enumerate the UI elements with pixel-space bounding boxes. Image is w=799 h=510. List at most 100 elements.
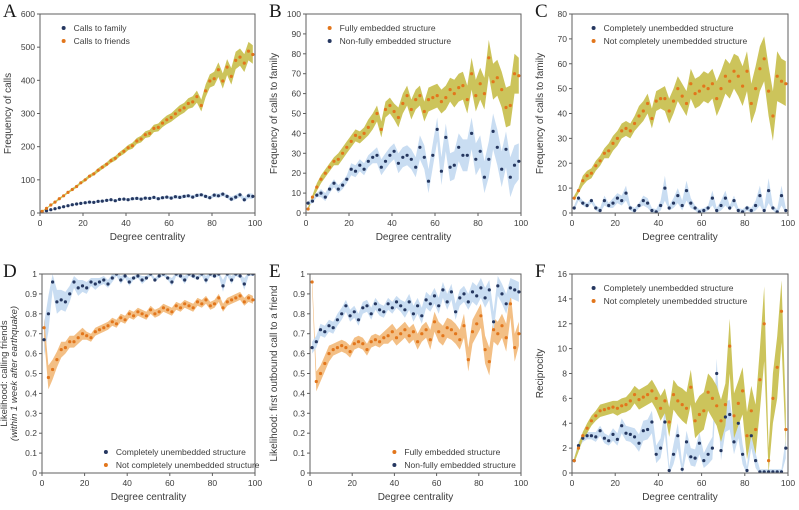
svg-text:100: 100: [514, 478, 528, 488]
svg-text:80: 80: [208, 478, 218, 488]
svg-text:8: 8: [562, 369, 567, 379]
svg-text:0.4: 0.4: [25, 388, 37, 398]
svg-text:60: 60: [697, 218, 707, 228]
svg-text:90: 90: [292, 29, 302, 39]
svg-text:80: 80: [740, 218, 750, 228]
confidence-bands: [574, 280, 786, 473]
x-axis-label: Degree centrality: [376, 232, 452, 243]
svg-text:40: 40: [654, 478, 664, 488]
svg-text:400: 400: [21, 75, 35, 85]
x-axis-label: Degree centrality: [642, 232, 718, 243]
dots-non-fully-embedded-structure: [310, 284, 521, 350]
svg-text:40: 40: [387, 218, 397, 228]
svg-text:60: 60: [165, 478, 175, 488]
svg-text:20: 20: [78, 218, 88, 228]
svg-text:60: 60: [697, 478, 707, 488]
legend-marker-completely-unembedded-structure: [591, 286, 596, 290]
legend-marker-not-completely-unembedded-structure: [591, 299, 596, 303]
legend-label-completely-unembedded-structure: Completely unembedded structure: [604, 283, 734, 293]
svg-text:0.2: 0.2: [25, 428, 37, 438]
svg-text:0: 0: [562, 208, 567, 218]
svg-text:0: 0: [570, 218, 575, 228]
confidence-bands: [574, 36, 786, 213]
svg-text:40: 40: [558, 109, 568, 119]
svg-text:50: 50: [558, 84, 568, 94]
svg-text:20: 20: [347, 478, 357, 488]
legend-marker-non-fully-embedded-structure: [392, 463, 397, 467]
band-not-completely-unembedded-structure: [574, 280, 786, 473]
scatter-dots: [306, 56, 521, 211]
legend: Fully embedded structure Non-fully embedd…: [327, 23, 452, 46]
svg-text:600: 600: [21, 9, 35, 19]
legend-label-non-fully-embedded-structure: Non-fully embedded structure: [340, 36, 452, 46]
svg-text:80: 80: [292, 49, 302, 59]
svg-text:20: 20: [80, 478, 90, 488]
dots-calls-to-family: [40, 192, 255, 213]
panel-letter: D: [3, 261, 17, 282]
svg-text:10: 10: [558, 183, 568, 193]
svg-text:500: 500: [21, 42, 35, 52]
svg-text:60: 60: [432, 478, 442, 488]
y-axis-label: Likelihood: first outbound call to a fri…: [269, 285, 280, 461]
legend: Completely unembedded structure Not compl…: [591, 283, 748, 306]
dots-not-completely-unembedded-structure: [42, 294, 255, 380]
svg-text:20: 20: [344, 218, 354, 228]
scatter-dots: [310, 280, 521, 384]
y-axis: 0 0.1 0.2 0.3 0.4 0.5 0.6 0.7 0.8 0.9 1 Likelihood:…: [0, 269, 42, 478]
svg-text:14: 14: [558, 294, 568, 304]
dots-non-fully-embedded-structure: [306, 127, 521, 205]
confidence-bands: [308, 39, 519, 212]
svg-text:0.3: 0.3: [25, 408, 37, 418]
x-axis: 0 20 40 60 80 100 Degree centrality: [304, 213, 528, 243]
panel-b-chart: 0 20 40 60 80 100 Degree centrality 0 10 20 30 40 50…: [269, 1, 528, 243]
svg-text:40: 40: [122, 478, 132, 488]
svg-text:30: 30: [558, 133, 568, 143]
svg-text:200: 200: [21, 142, 35, 152]
band-not-completely-unembedded-structure: [574, 36, 786, 201]
svg-text:0.8: 0.8: [25, 309, 37, 319]
x-axis: 0 20 40 60 80 100 Degree centrality: [40, 473, 262, 503]
svg-text:100: 100: [21, 175, 35, 185]
legend-label-not-completely-unembedded-structure: Not completely unembedded structure: [604, 36, 748, 46]
band-non-fully-embedded-structure: [308, 113, 519, 205]
band-calls-to-friends: [42, 41, 253, 213]
legend: Fully embedded structure Non-fully embedd…: [392, 447, 516, 470]
band-completely-unembedded-structure: [44, 274, 253, 356]
x-axis: 0 20 40 60 80 100 Degree centrality: [570, 473, 795, 503]
svg-text:20: 20: [292, 168, 302, 178]
y-axis: 0 0.1 0.2 0.3 0.4 0.5 0.6 0.7 0.8 0.9 1 Likelihood:…: [269, 269, 310, 478]
svg-text:100: 100: [514, 218, 528, 228]
svg-text:60: 60: [164, 218, 174, 228]
legend-label-completely-unembedded-structure: Completely unembedded structure: [604, 23, 734, 33]
legend: Completely unembedded structure Not compl…: [591, 23, 748, 46]
confidence-bands: [44, 274, 253, 390]
svg-text:80: 80: [558, 9, 568, 19]
svg-text:40: 40: [390, 478, 400, 488]
y-axis-label-line2: (within 1 week after earthquake): [9, 306, 20, 441]
y-axis: 0 2 4 6 8 10 12 14 16 Reciprocity: [535, 269, 572, 478]
dots-not-completely-unembedded-structure: [572, 309, 788, 463]
svg-text:70: 70: [292, 69, 302, 79]
panel-a-chart: 0 20 40 60 80 100 Degree centrality 0 100 200 300 4…: [3, 1, 262, 243]
svg-text:60: 60: [292, 89, 302, 99]
legend-marker-calls-to-family: [61, 26, 66, 30]
band-fully-embedded-structure: [312, 276, 519, 392]
y-axis-label: Frequency of calls to family: [535, 53, 546, 174]
svg-text:0.5: 0.5: [293, 369, 305, 379]
svg-text:100: 100: [248, 478, 262, 488]
svg-text:10: 10: [558, 344, 568, 354]
y-axis-label: Likelihood: calling friends: [0, 320, 10, 426]
legend-marker-not-completely-unembedded-structure: [591, 39, 596, 43]
svg-text:1: 1: [300, 269, 305, 279]
band-calls-to-family: [42, 192, 253, 213]
svg-text:0.1: 0.1: [293, 448, 305, 458]
svg-text:10: 10: [292, 188, 302, 198]
svg-text:0: 0: [30, 208, 35, 218]
svg-text:0: 0: [570, 478, 575, 488]
panel-b: 0 20 40 60 80 100 Degree centrality 0 10 20 30 40 50…: [266, 0, 532, 260]
svg-text:0.5: 0.5: [25, 369, 37, 379]
x-axis-label: Degree centrality: [642, 492, 718, 503]
dots-completely-unembedded-structure: [572, 371, 788, 473]
panel-letter: C: [535, 1, 548, 22]
svg-text:0.4: 0.4: [293, 388, 305, 398]
